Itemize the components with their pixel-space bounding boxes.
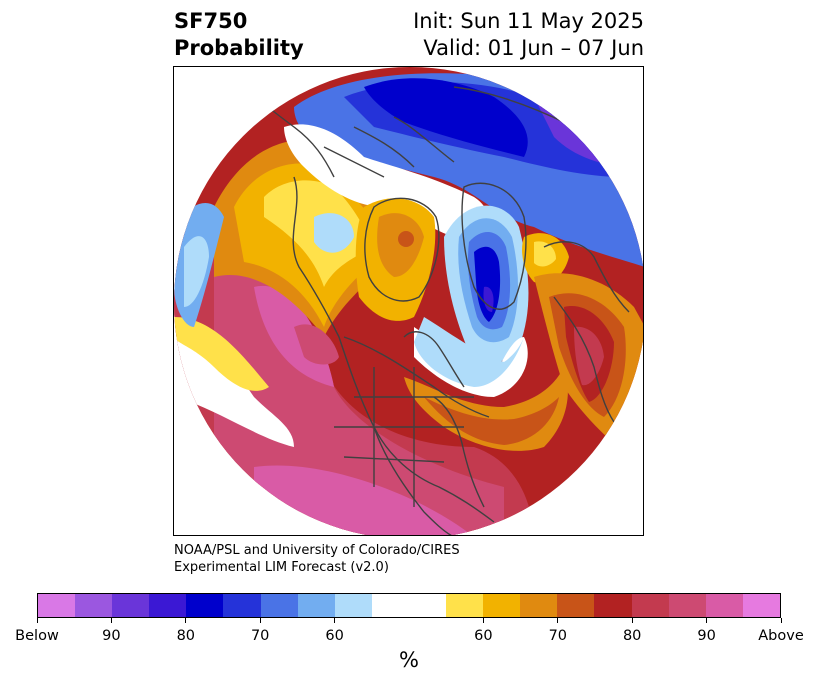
variable-name: SF750 — [174, 9, 248, 33]
credit-text: NOAA/PSL and University of Colorado/CIRE… — [174, 542, 460, 576]
colorbar-segment — [38, 594, 76, 617]
credit-line-2: Experimental LIM Forecast (v2.0) — [174, 560, 389, 575]
credit-line-1: NOAA/PSL and University of Colorado/CIRE… — [174, 543, 460, 558]
colorbar-tick-label: 90 — [697, 628, 716, 644]
forecast-map — [173, 66, 644, 536]
colorbar-segment — [186, 594, 224, 617]
colorbar-segment — [631, 594, 669, 617]
probability-field — [174, 67, 643, 535]
colorbar-segment — [520, 594, 558, 617]
colorbar-segment — [705, 594, 743, 617]
colorbar-tick-label: Below — [15, 628, 59, 644]
coastlines — [233, 76, 640, 535]
colorbar-tick-label: 90 — [102, 628, 121, 644]
colorbar-tick — [706, 618, 708, 623]
colorbar-tick-label: Above — [758, 628, 804, 644]
colorbar-segment — [112, 594, 150, 617]
colorbar-tick-label: 60 — [474, 628, 493, 644]
valid-range: Valid: 01 Jun – 07 Jun — [423, 36, 644, 60]
colorbar-segment — [594, 594, 632, 617]
probability-colorbar — [37, 593, 781, 618]
colorbar-tick-label: 80 — [622, 628, 642, 644]
colorbar-tick-label: 60 — [325, 628, 344, 644]
colorbar-segment — [297, 594, 335, 617]
colorbar-tick — [780, 618, 782, 623]
colorbar-tick — [631, 618, 633, 623]
colorbar-tick — [36, 618, 38, 623]
colorbar-tick — [334, 618, 336, 623]
colorbar-segment — [75, 594, 113, 617]
colorbar-unit-label: % — [399, 648, 419, 672]
colorbar-segment — [371, 594, 409, 617]
colorbar-segment — [668, 594, 706, 617]
chart-title-right: Init: Sun 11 May 2025 Valid: 01 Jun – 07… — [413, 8, 644, 62]
colorbar-segment — [260, 594, 298, 617]
colorbar-segment — [408, 594, 447, 617]
product-name: Probability — [174, 36, 304, 60]
colorbar-segment — [557, 594, 595, 617]
colorbar-tick — [482, 618, 484, 623]
colorbar-segment — [149, 594, 187, 617]
colorbar-segment — [742, 594, 780, 617]
chart-title-left: SF750 Probability — [174, 8, 304, 62]
map-canvas — [174, 67, 643, 535]
colorbar-tick-label: 70 — [250, 628, 270, 644]
init-date: Init: Sun 11 May 2025 — [413, 9, 644, 33]
colorbar-tick — [110, 618, 112, 623]
colorbar-segment — [223, 594, 261, 617]
colorbar-segment — [483, 594, 521, 617]
colorbar-segment — [446, 594, 484, 617]
colorbar-segment — [334, 594, 372, 617]
colorbar-tick-label: 70 — [548, 628, 568, 644]
colorbar-tick-label: 80 — [176, 628, 196, 644]
colorbar-tick — [259, 618, 261, 623]
colorbar-tick — [185, 618, 187, 623]
colorbar-tick — [557, 618, 559, 623]
